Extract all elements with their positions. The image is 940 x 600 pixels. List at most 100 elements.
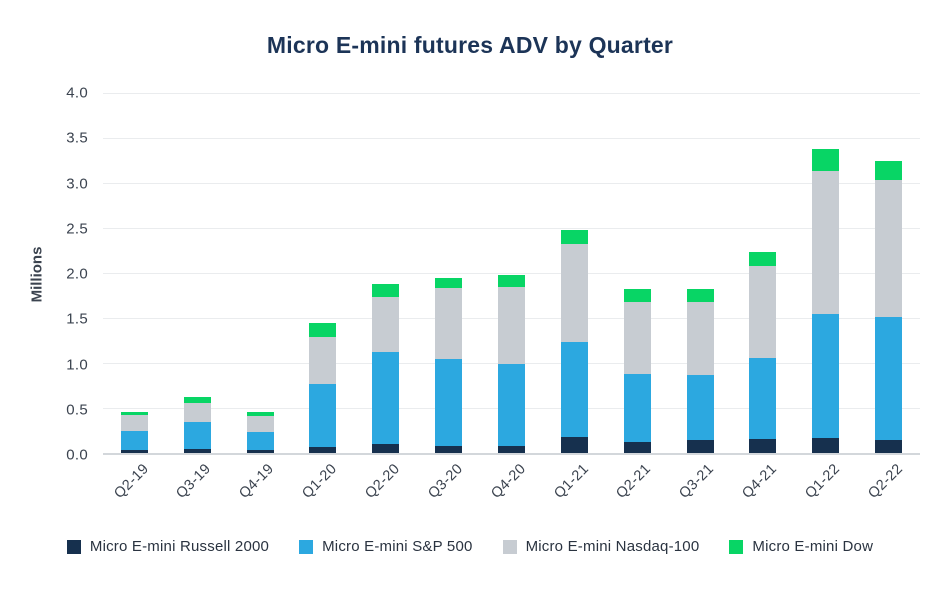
legend-item-micro-e-mini-russell-2000: Micro E-mini Russell 2000 xyxy=(66,538,270,555)
bar-segment-micro-e-mini-nasdaq-100 xyxy=(435,288,463,360)
bar-segment-micro-e-mini-russell-2000 xyxy=(120,450,148,453)
bar-segment-micro-e-mini-dow xyxy=(623,289,651,302)
bar-segment-micro-e-mini-dow xyxy=(120,411,148,416)
stacked-bar-q3-19 xyxy=(183,397,211,453)
bar-segment-micro-e-mini-dow xyxy=(749,252,777,266)
y-axis-ticks: 4.0 3.5 3.0 2.5 2.0 1.5 1.0 0.5 0.0 xyxy=(0,85,88,464)
bar-segment-micro-e-mini-russell-2000 xyxy=(749,438,777,453)
gridline xyxy=(103,273,920,274)
bar-segment-micro-e-mini-nasdaq-100 xyxy=(309,336,337,384)
bar-segment-micro-e-mini-nasdaq-100 xyxy=(497,286,525,364)
legend-swatch-icon xyxy=(299,539,314,554)
bar-segment-micro-e-mini-nasdaq-100 xyxy=(246,416,274,433)
y-tick-label: 2.0 xyxy=(66,265,88,283)
bar-segment-micro-e-mini-nasdaq-100 xyxy=(875,180,903,318)
chart-title: Micro E-mini futures ADV by Quarter xyxy=(266,32,674,58)
x-tick-label: Q3-19 xyxy=(173,461,215,502)
bar-segment-micro-e-mini-s-p-500 xyxy=(560,342,588,437)
stacked-bar-q2-22 xyxy=(875,160,903,453)
y-tick-label: 1.0 xyxy=(66,356,88,373)
bar-slot: Q3-19 xyxy=(166,93,229,502)
bar-segment-micro-e-mini-russell-2000 xyxy=(497,445,525,453)
y-tick-label: 3.5 xyxy=(66,129,88,147)
stacked-bar-q3-21 xyxy=(686,289,714,453)
bar-segment-micro-e-mini-s-p-500 xyxy=(183,422,211,450)
bar-slot: Q1-20 xyxy=(292,93,355,502)
bar-segment-micro-e-mini-s-p-500 xyxy=(875,317,903,440)
bar-segment-micro-e-mini-nasdaq-100 xyxy=(623,301,651,374)
legend-item-micro-e-mini-nasdaq-100: Micro E-mini Nasdaq-100 xyxy=(502,538,700,555)
bar-slot: Q2-22 xyxy=(857,93,920,502)
legend-swatch-icon xyxy=(66,539,81,554)
bar-slot: Q1-21 xyxy=(543,93,606,502)
stacked-bar-q3-20 xyxy=(435,278,463,453)
bar-segment-micro-e-mini-nasdaq-100 xyxy=(183,402,211,423)
bar-segment-micro-e-mini-dow xyxy=(372,283,400,298)
x-tick-label: Q2-19 xyxy=(110,461,152,502)
bar-segment-micro-e-mini-s-p-500 xyxy=(309,383,337,447)
y-tick-label: 0.5 xyxy=(66,401,88,419)
legend-item-micro-e-mini-dow: Micro E-mini Dow xyxy=(729,538,873,555)
bar-segment-micro-e-mini-s-p-500 xyxy=(120,430,148,451)
bar-segment-micro-e-mini-russell-2000 xyxy=(435,445,463,453)
bar-segment-micro-e-mini-russell-2000 xyxy=(309,446,337,453)
bar-segment-micro-e-mini-russell-2000 xyxy=(560,436,588,453)
bar-segment-micro-e-mini-s-p-500 xyxy=(749,357,777,439)
y-tick-label: 2.5 xyxy=(66,220,88,238)
legend-swatch-icon xyxy=(502,539,517,554)
bar-segment-micro-e-mini-s-p-500 xyxy=(246,432,274,451)
bar-slot: Q1-22 xyxy=(794,93,857,502)
x-tick-label: Q2-20 xyxy=(362,461,404,502)
bar-segment-micro-e-mini-dow xyxy=(560,229,588,245)
x-tick-label: Q1-20 xyxy=(299,461,341,502)
stacked-bar-q1-21 xyxy=(560,229,588,453)
bar-segment-micro-e-mini-nasdaq-100 xyxy=(120,415,148,431)
plot-area: Q2-19 Q3-19 Q4-19 Q1-20 Q2-20 Q3-20 Q4-20 Q1-21… xyxy=(103,93,920,502)
bar-segment-micro-e-mini-dow xyxy=(246,411,274,417)
bar-segment-micro-e-mini-dow xyxy=(812,148,840,172)
gridline xyxy=(103,228,920,229)
y-tick-label: 0.0 xyxy=(66,446,88,464)
bar-slot: Q3-21 xyxy=(669,93,732,502)
bar-segment-micro-e-mini-nasdaq-100 xyxy=(372,297,400,353)
x-tick-label: Q1-21 xyxy=(550,461,592,502)
bar-segment-micro-e-mini-russell-2000 xyxy=(372,444,400,453)
legend: Micro E-mini Russell 2000 Micro E-mini S&… xyxy=(0,538,940,555)
bar-segment-micro-e-mini-nasdaq-100 xyxy=(560,244,588,343)
x-tick-label: Q4-19 xyxy=(236,461,278,502)
stacked-bar-q2-20 xyxy=(372,283,400,453)
bar-segment-micro-e-mini-nasdaq-100 xyxy=(812,171,840,315)
stacked-bar-q4-20 xyxy=(497,274,525,453)
bar-segment-micro-e-mini-russell-2000 xyxy=(875,439,903,453)
stacked-bar-q4-19 xyxy=(246,411,274,453)
bar-slot: Q3-20 xyxy=(417,93,480,502)
bar-segment-micro-e-mini-dow xyxy=(435,278,463,289)
y-tick-label: 4.0 xyxy=(66,84,88,102)
bar-segment-micro-e-mini-dow xyxy=(875,160,903,181)
x-tick-label: Q2-21 xyxy=(613,461,655,502)
x-tick-label: Q4-20 xyxy=(487,461,529,502)
y-tick-label: 3.0 xyxy=(66,175,88,192)
legend-label: Micro E-mini Russell 2000 xyxy=(89,538,270,555)
stacked-bar-q1-22 xyxy=(812,148,840,453)
bar-segment-micro-e-mini-s-p-500 xyxy=(372,352,400,445)
x-tick-label: Q1-22 xyxy=(802,461,844,502)
bar-segment-micro-e-mini-russell-2000 xyxy=(183,449,211,453)
bar-segment-micro-e-mini-s-p-500 xyxy=(497,363,525,446)
bars: Q2-19 Q3-19 Q4-19 Q1-20 Q2-20 Q3-20 Q4-20 Q1-21… xyxy=(103,93,920,502)
legend-label: Micro E-mini Dow xyxy=(752,538,874,555)
bar-slot: Q2-20 xyxy=(354,93,417,502)
stacked-bar-q2-21 xyxy=(623,289,651,453)
legend-label: Micro E-mini Nasdaq-100 xyxy=(525,538,700,555)
bar-segment-micro-e-mini-s-p-500 xyxy=(623,373,651,443)
bar-slot: Q2-21 xyxy=(606,93,669,502)
gridline xyxy=(103,93,920,94)
bar-slot: Q2-19 xyxy=(103,93,166,502)
bar-segment-micro-e-mini-nasdaq-100 xyxy=(686,301,714,375)
x-tick-label: Q3-20 xyxy=(425,461,466,502)
y-tick-label: 1.5 xyxy=(66,310,88,328)
bar-segment-micro-e-mini-dow xyxy=(497,274,525,287)
legend-label: Micro E-mini S&P 500 xyxy=(322,538,473,555)
stacked-bar-q1-20 xyxy=(309,323,337,453)
